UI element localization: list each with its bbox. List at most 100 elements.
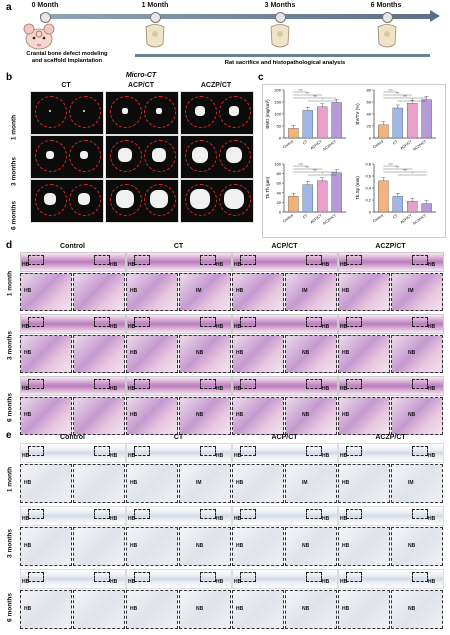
ihc-hb-label2-r0-c0: HB xyxy=(110,453,118,459)
he-zoom-right-r1-c2 xyxy=(285,335,337,373)
chart0-ytick-label-0: 0 xyxy=(279,136,282,141)
ihc-zoom-right-r1-c3 xyxy=(391,527,443,566)
ihc-zoom-center-r0-c1: IM xyxy=(196,479,202,486)
ihc-strip-r2-c1 xyxy=(126,569,232,589)
microct-cell-r0-c2 xyxy=(180,91,254,135)
timeline-left-caption: Cranial bone defect modeling and scaffol… xyxy=(2,51,132,65)
defect-ring-0 xyxy=(110,96,142,128)
chart0-bar-1 xyxy=(302,110,313,139)
new-bone-1 xyxy=(156,108,162,114)
panel-a-label: a xyxy=(6,2,12,13)
ihc-col-aczp: ACZP/CT xyxy=(375,434,406,441)
chart2-ytick-label-3: 60 xyxy=(277,181,282,186)
ihc-zoom-hb-r1-c1: HB xyxy=(130,542,138,549)
new-bone-1 xyxy=(82,109,86,113)
microct-row-1m: 1 month xyxy=(10,114,18,141)
he-zoom-center-r0-c2: IM xyxy=(302,288,308,294)
ihc-hb-label2-r1-c2: HB xyxy=(322,516,330,522)
ihc-zoom-left-r2-c3 xyxy=(338,590,390,629)
he-strip-r2-c3 xyxy=(338,376,444,396)
he-zoom-left-r2-c2 xyxy=(232,397,284,435)
he-zoom-left-r0-c0 xyxy=(20,273,72,311)
chart0-xtick-label-3: ACZP/CT xyxy=(322,139,338,152)
chart1-ytick-label-2: 40 xyxy=(367,112,372,117)
chart3-xtick-label-1: CT xyxy=(392,213,399,219)
defect-ring-1 xyxy=(219,140,251,172)
chart2-sig-label-3: * xyxy=(322,172,324,176)
he-zoom-center-r1-c2: NB xyxy=(302,350,310,356)
chart2-xtick-label-0: Control xyxy=(282,213,294,223)
he-zoom-left-r2-c1 xyxy=(126,397,178,435)
he-zoom-hb-r0-c0: HB xyxy=(24,288,32,294)
he-zoom-left-r2-c0 xyxy=(20,397,72,435)
microct-cell-r2-c1 xyxy=(105,179,179,223)
timeline-label-2: 3 Months xyxy=(264,2,296,9)
ihc-zoom-right-r0-c3 xyxy=(391,464,443,503)
defect-ring-0 xyxy=(110,184,142,216)
he-zoom-right-r0-c3 xyxy=(391,273,443,311)
chart2-ytick-label-0: 0 xyxy=(279,210,282,215)
he-strip-r2-c0 xyxy=(20,376,126,396)
new-bone-0 xyxy=(189,188,211,210)
he-roi-left-r2-c1 xyxy=(134,379,150,389)
ihc-zoom-center-r1-c2: NB xyxy=(302,542,310,549)
ihc-row-1m: 1 month xyxy=(6,466,14,493)
microct-cell-r0-c1 xyxy=(105,91,179,135)
chart1-sig-label-3: * xyxy=(412,98,414,102)
ihc-zoom-center-r0-c3: IM xyxy=(408,479,414,486)
timeline-point-2 xyxy=(275,12,286,23)
he-zoom-hb-r2-c2: HB xyxy=(236,412,244,418)
he-strip-r1-c2 xyxy=(232,314,338,334)
skull-illustration-1 xyxy=(143,24,167,50)
ihc-zoom-left-r1-c0 xyxy=(20,527,72,566)
he-hb-label2-r2-c2: HB xyxy=(322,386,330,392)
chart2-bar-0 xyxy=(288,195,299,213)
defect-ring-0 xyxy=(185,96,217,128)
ihc-roi-left-r1-c1 xyxy=(134,509,150,519)
he-row-1m: 1 month xyxy=(6,270,14,297)
ihc-hb-label-r2-c2: HB xyxy=(234,579,242,585)
defect-ring-0 xyxy=(185,140,217,172)
ihc-hb-label-r0-c1: HB xyxy=(128,453,136,459)
skull-illustration-2 xyxy=(268,24,292,50)
ihc-zoom-right-r2-c1 xyxy=(179,590,231,629)
panel-c-label: c xyxy=(258,72,264,83)
timeline-point-0 xyxy=(40,12,51,23)
he-roi-left-r0-c2 xyxy=(240,255,256,265)
microct-cell-r0-c0 xyxy=(30,91,104,135)
microct-cell-r1-c2 xyxy=(180,135,254,179)
he-zoom-hb-r2-c0: HB xyxy=(24,412,32,418)
ihc-hb-label-r1-c2: HB xyxy=(234,516,242,522)
he-zoom-left-r2-c3 xyxy=(338,397,390,435)
microct-cell-r1-c1 xyxy=(105,135,179,179)
ihc-zoom-hb-r2-c0: HB xyxy=(24,605,32,612)
microct-cell-r1-c0 xyxy=(30,135,104,179)
he-strip-r1-c0 xyxy=(20,314,126,334)
he-zoom-right-r0-c2 xyxy=(285,273,337,311)
panel-e-label: e xyxy=(6,430,12,441)
ihc-zoom-hb-r1-c2: HB xyxy=(236,542,244,549)
timeline-bar-caption: Rat sacrifice and histopathological anal… xyxy=(224,60,346,66)
ihc-roi-right-r1-c1 xyxy=(200,509,216,519)
chart3-sig-label-1: *** xyxy=(396,166,400,170)
ihc-col-ct: CT xyxy=(173,434,184,441)
he-hb-label-r0-c3: HB xyxy=(340,262,348,268)
ihc-roi-right-r2-c1 xyxy=(200,572,216,582)
timeline-arrowhead xyxy=(430,10,440,22)
ihc-strip-r0-c2 xyxy=(232,443,338,463)
ihc-strip-r0-c1 xyxy=(126,443,232,463)
ihc-roi-right-r2-c3 xyxy=(412,572,428,582)
new-bone-0 xyxy=(46,151,54,159)
he-roi-right-r1-c1 xyxy=(200,317,216,327)
microct-col-aczp: ACZP/CT xyxy=(200,82,232,89)
he-hb-label-r0-c1: HB xyxy=(128,262,136,268)
he-row-3m: 3 months xyxy=(6,331,14,360)
he-hb-label-r2-c2: HB xyxy=(234,386,242,392)
he-col-aczp: ACZP/CT xyxy=(375,243,406,250)
timeline-point-1 xyxy=(150,12,161,23)
ihc-zoom-right-r2-c3 xyxy=(391,590,443,629)
ihc-hb-label-r1-c0: HB xyxy=(22,516,30,522)
he-zoom-right-r2-c3 xyxy=(391,397,443,435)
he-strip-r0-c0 xyxy=(20,252,126,272)
chart2-ytick-label-2: 40 xyxy=(277,190,282,195)
